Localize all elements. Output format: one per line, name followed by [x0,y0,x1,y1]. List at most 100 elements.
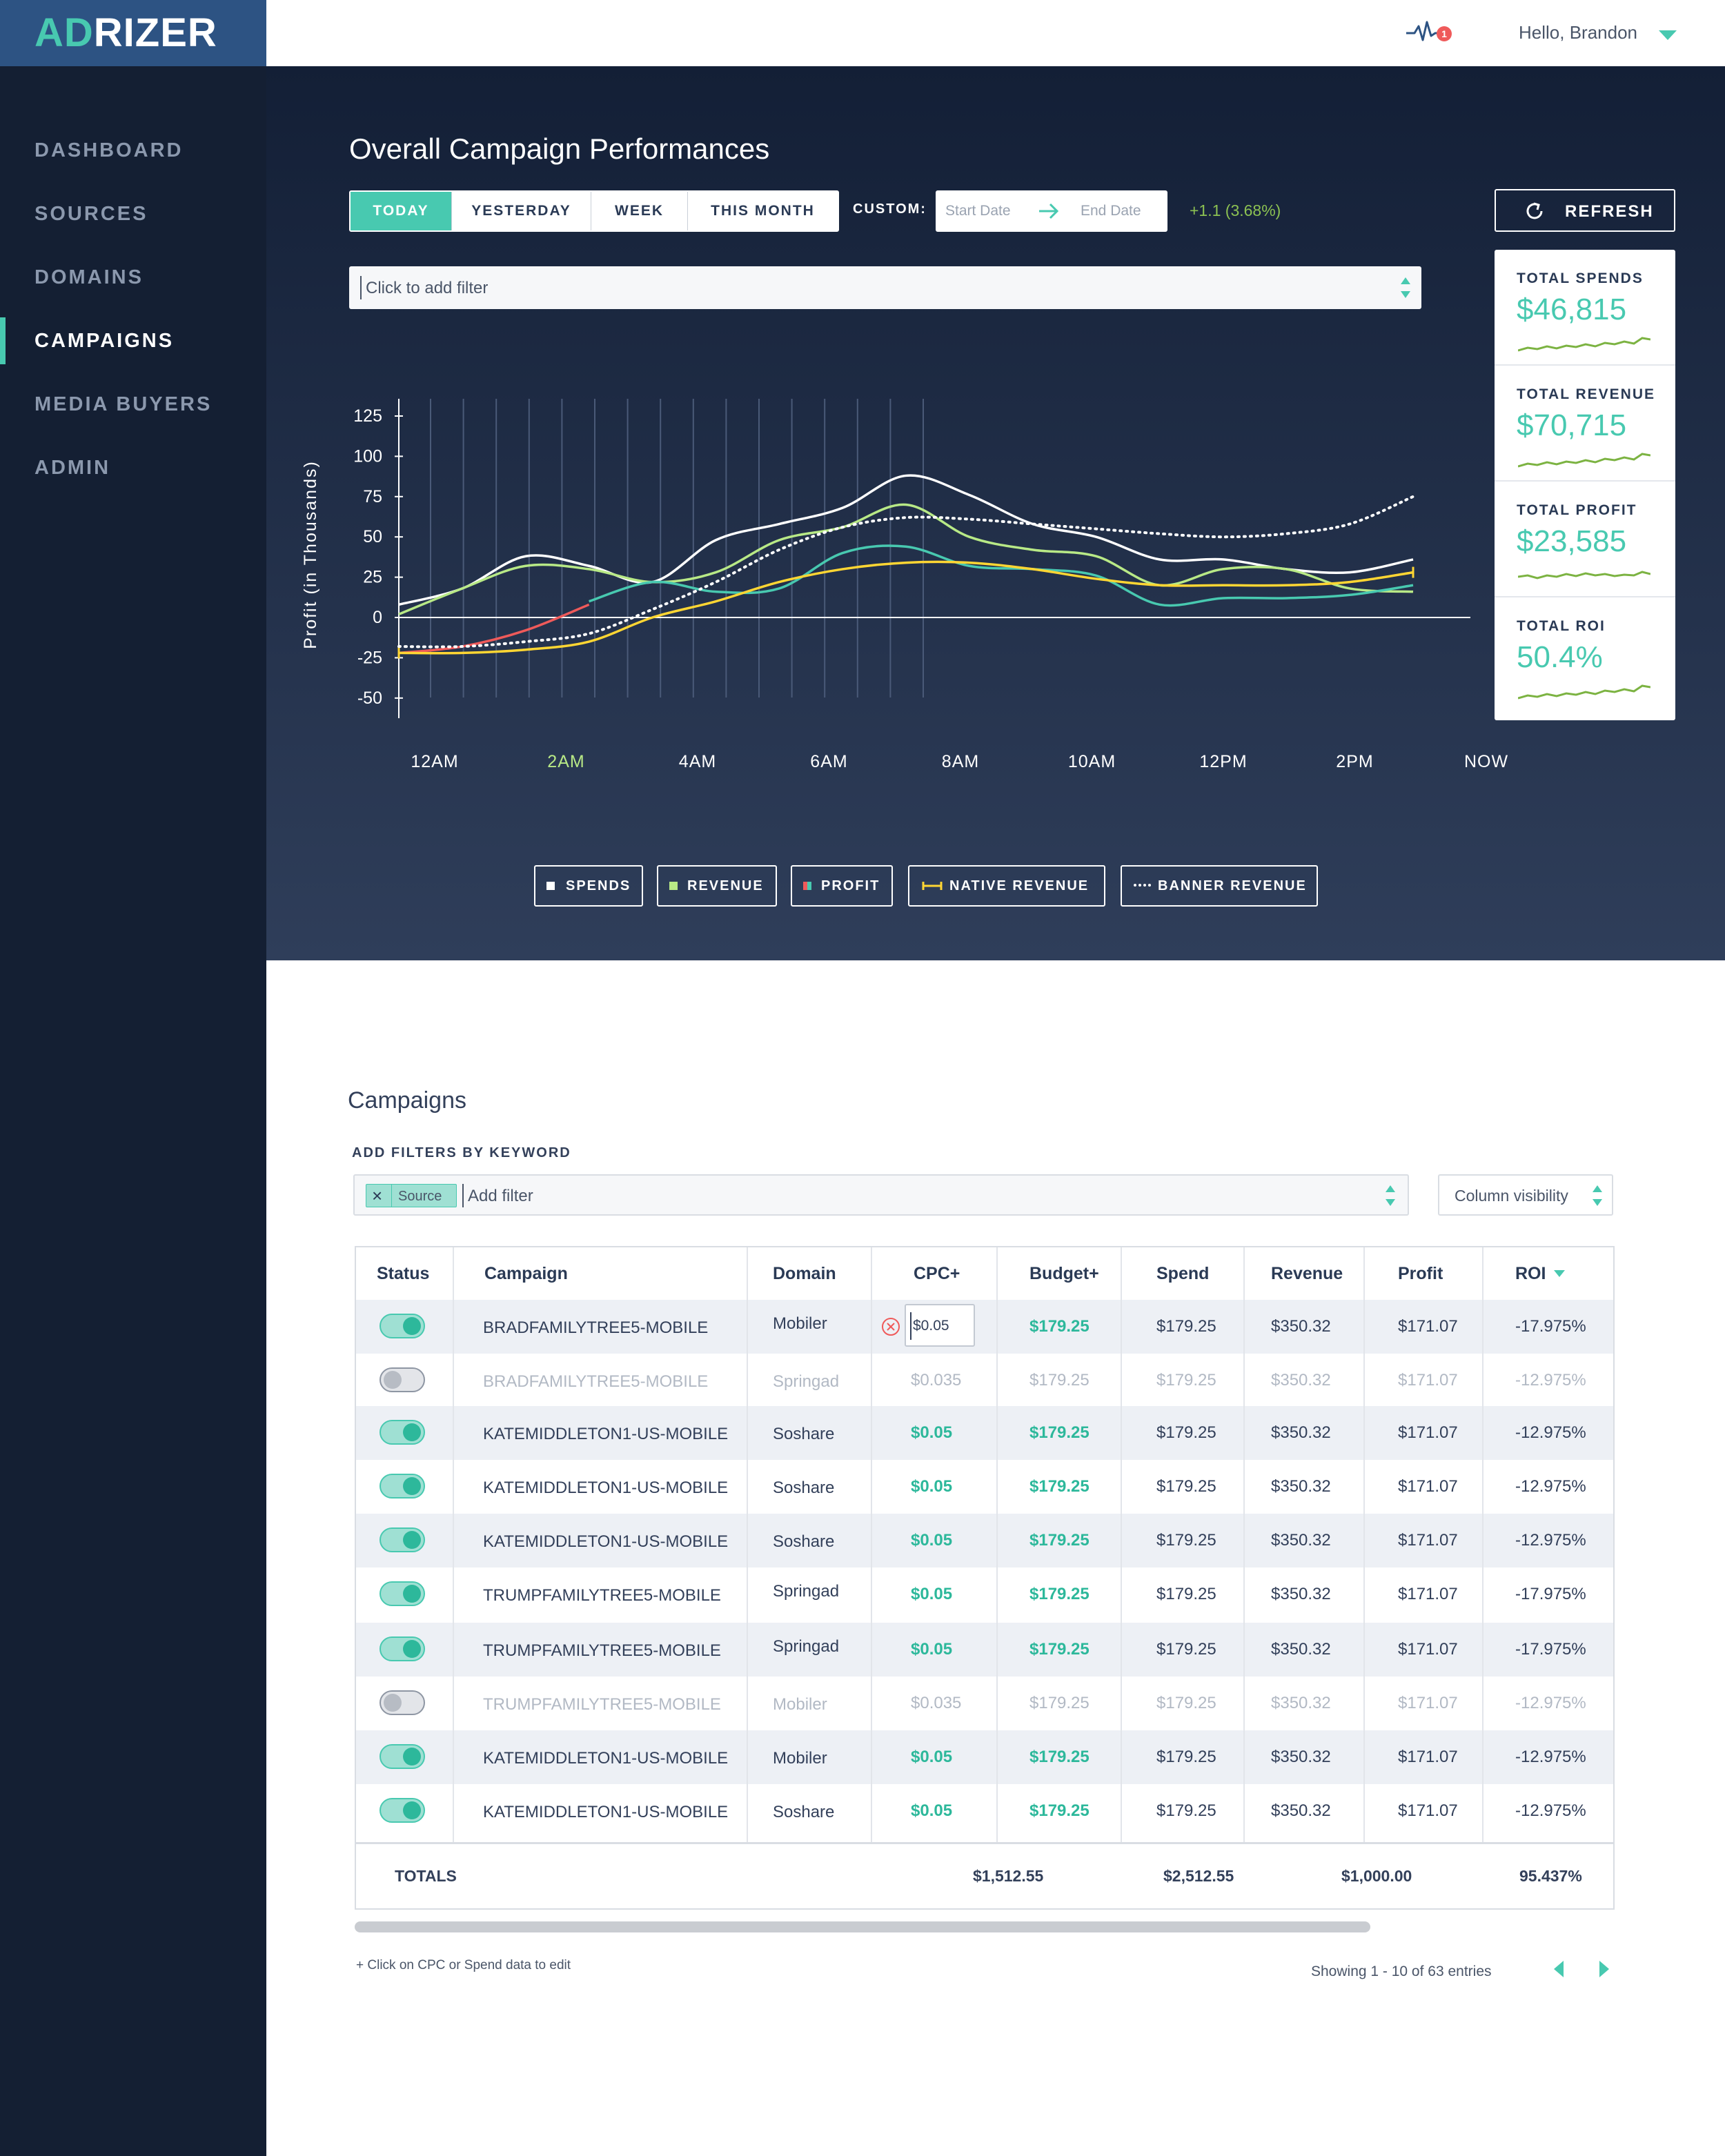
column-divider [453,1247,454,1842]
sort-desc-icon[interactable] [1554,1270,1566,1277]
col-cpc[interactable]: CPC+ [914,1263,960,1283]
activity-pulse-icon[interactable] [1405,18,1453,46]
cpc-cell[interactable]: $0.05 [911,1423,953,1442]
chart-filter-input[interactable]: Click to add filter [349,266,1421,309]
sort-updown-icon[interactable] [1386,1185,1395,1206]
budget-cell[interactable]: $179.25 [1029,1423,1090,1442]
col-revenue[interactable]: Revenue [1271,1263,1343,1283]
legend-revenue[interactable]: REVENUE [657,865,777,907]
logo[interactable]: ADRIZER [34,12,217,54]
table-row[interactable]: KATEMIDDLETON1-US-MOBILE Soshare $0.05 $179… [356,1460,1613,1514]
table-row[interactable]: TRUMPFAMILYTREE5-MOBILE Springad $0.05 $179… [356,1623,1613,1677]
column-visibility-select[interactable]: Column visibility [1438,1174,1613,1216]
legend-profit[interactable]: PROFIT [791,865,893,907]
domain-cell: Springad [773,1372,840,1391]
profit-cell: $171.07 [1398,1317,1458,1336]
legend-native-revenue[interactable]: NATIVE REVENUE [908,865,1105,907]
budget-cell[interactable]: $179.25 [1029,1585,1090,1603]
table-row[interactable]: KATEMIDDLETON1-US-MOBILE Soshare $0.05 $179… [356,1406,1613,1460]
col-status[interactable]: Status [377,1263,430,1283]
cpc-cell[interactable]: $0.035 [911,1694,962,1712]
next-page-icon[interactable] [1599,1961,1609,1977]
table-row[interactable]: KATEMIDDLETON1-US-MOBILE Soshare $0.05 $179… [356,1784,1613,1838]
prev-page-icon[interactable] [1554,1961,1564,1977]
sort-updown-icon[interactable] [1401,277,1410,298]
budget-cell[interactable]: $179.25 [1029,1317,1090,1336]
table-row[interactable]: KATEMIDDLETON1-US-MOBILE Mobiler $0.05 $179… [356,1730,1613,1784]
tab-yesterday[interactable]: YESTERDAY [451,192,591,230]
spend-cell[interactable]: $179.25 [1156,1371,1216,1389]
y-tick-label: 50 [363,527,382,546]
sort-updown-icon[interactable] [1593,1185,1602,1206]
budget-cell[interactable]: $179.25 [1029,1477,1090,1496]
cpc-cell[interactable]: $0.05 [911,1477,953,1496]
table-row[interactable]: BRADFAMILYTREE5-MOBILE Mobiler $0.05 $179.2… [356,1300,1613,1354]
filter-chip-source[interactable]: × Source [366,1184,457,1207]
sidebar-item-dashboard[interactable]: DASHBOARD [34,139,184,161]
status-toggle[interactable] [379,1798,425,1823]
status-toggle[interactable] [379,1636,425,1661]
status-toggle[interactable] [379,1367,425,1392]
cpc-cell[interactable]: $0.05 [911,1640,953,1659]
table-row[interactable]: TRUMPFAMILYTREE5-MOBILE Springad $0.05 $179… [356,1567,1613,1621]
table-row[interactable]: BRADFAMILYTREE5-MOBILE Springad $0.035 $179… [356,1354,1613,1407]
chevron-down-icon[interactable] [1659,30,1677,40]
start-date-input[interactable]: Start Date [945,203,1011,219]
sidebar-item-domains[interactable]: DOMAINS [34,266,144,288]
sidebar-item-sources[interactable]: SOURCES [34,203,148,225]
cpc-cell[interactable]: $0.05 [911,1748,953,1766]
legend-banner-revenue[interactable]: BANNER REVENUE [1121,865,1318,907]
col-profit[interactable]: Profit [1398,1263,1443,1283]
legend-spends[interactable]: SPENDS [534,865,643,907]
end-date-input[interactable]: End Date [1081,203,1141,219]
status-toggle[interactable] [379,1420,425,1445]
col-domain[interactable]: Domain [773,1263,836,1283]
budget-cell[interactable]: $179.25 [1029,1801,1090,1820]
spend-cell[interactable]: $179.25 [1156,1531,1216,1550]
col-roi[interactable]: ROI [1515,1247,1566,1300]
col-campaign[interactable]: Campaign [484,1263,568,1283]
profit-cell: $171.07 [1398,1585,1458,1603]
tab-week[interactable]: WEEK [591,192,687,230]
keyword-filter-input[interactable]: × Source Add filter [353,1174,1409,1216]
cancel-edit-icon[interactable] [880,1316,901,1337]
spend-cell[interactable]: $179.25 [1156,1694,1216,1712]
tab-today[interactable]: TODAY [351,192,451,230]
status-toggle[interactable] [379,1581,425,1606]
cpc-cell[interactable]: $0.05 [911,1801,953,1820]
spend-cell[interactable]: $179.25 [1156,1640,1216,1659]
tab-this-month[interactable]: THIS MONTH [687,192,838,230]
col-spend[interactable]: Spend [1156,1263,1210,1283]
cpc-edit-input[interactable]: $0.05 [905,1304,975,1347]
spend-cell[interactable]: $179.25 [1156,1585,1216,1603]
sidebar-item-media-buyers[interactable]: MEDIA BUYERS [34,393,213,415]
status-toggle[interactable] [379,1744,425,1769]
table-row[interactable]: KATEMIDDLETON1-US-MOBILE Soshare $0.05 $179… [356,1514,1613,1567]
table-row[interactable]: TRUMPFAMILYTREE5-MOBILE Mobiler $0.035 $179… [356,1677,1613,1730]
col-budget[interactable]: Budget+ [1029,1263,1099,1283]
horizontal-scrollbar[interactable] [355,1921,1370,1932]
budget-cell[interactable]: $179.25 [1029,1748,1090,1766]
status-toggle[interactable] [379,1314,425,1338]
sidebar-item-campaigns[interactable]: CAMPAIGNS [0,309,266,373]
spend-cell[interactable]: $179.25 [1156,1477,1216,1496]
cpc-cell[interactable]: $0.05 [911,1531,953,1550]
spend-cell[interactable]: $179.25 [1156,1317,1216,1336]
budget-cell[interactable]: $179.25 [1029,1531,1090,1550]
spend-cell[interactable]: $179.25 [1156,1423,1216,1442]
sidebar-item-admin[interactable]: ADMIN [34,457,111,479]
cpc-cell[interactable]: $0.05 [911,1585,953,1603]
budget-cell[interactable]: $179.25 [1029,1640,1090,1659]
logo-area[interactable]: ADRIZER [0,0,266,66]
cpc-cell[interactable]: $0.035 [911,1371,962,1389]
status-toggle[interactable] [379,1527,425,1552]
budget-cell[interactable]: $179.25 [1029,1694,1090,1712]
spend-cell[interactable]: $179.25 [1156,1748,1216,1766]
status-toggle[interactable] [379,1474,425,1499]
spend-cell[interactable]: $179.25 [1156,1801,1216,1820]
user-greeting[interactable]: Hello, Brandon [1519,22,1637,43]
budget-cell[interactable]: $179.25 [1029,1371,1090,1389]
status-toggle[interactable] [379,1690,425,1715]
close-icon[interactable]: × [372,1185,383,1206]
refresh-button[interactable]: REFRESH [1495,189,1675,232]
